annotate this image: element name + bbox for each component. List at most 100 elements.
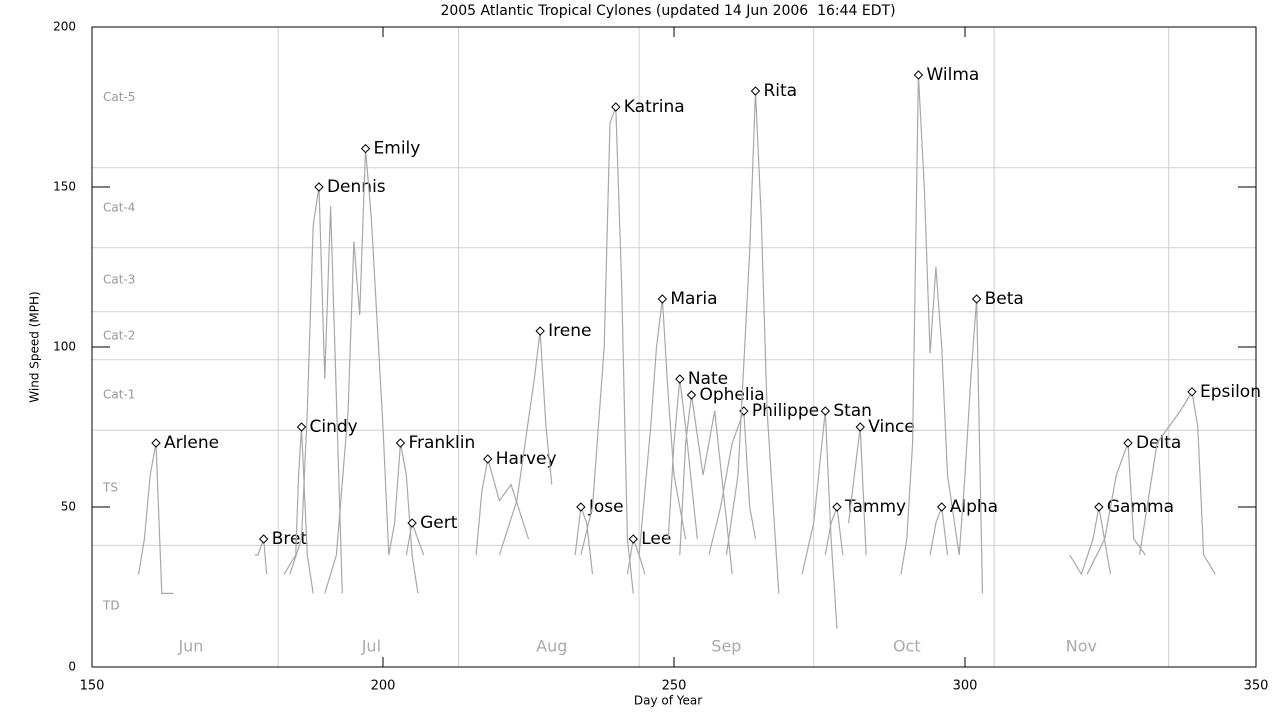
peak-marker [535, 326, 545, 336]
peak-marker [820, 406, 831, 416]
month-label: Sep [711, 637, 741, 656]
storm-label: Gert [420, 513, 458, 533]
peak-marker [686, 390, 697, 400]
storm-label: Irene [548, 321, 591, 341]
storm-label: Stan [833, 401, 872, 421]
storm-track [574, 506, 594, 575]
storm-label: Harvey [496, 449, 557, 469]
storm-label: Franklin [408, 433, 475, 453]
storm-label: Katrina [624, 97, 685, 117]
category-label: Cat-1 [103, 388, 135, 402]
x-tick-label: 150 [80, 679, 105, 694]
storm-track [1069, 506, 1112, 576]
storm-track [289, 186, 343, 594]
storm-track [1139, 390, 1216, 575]
storm-track [388, 442, 419, 594]
storm-label: Tammy [844, 497, 906, 517]
storm-label: Maria [670, 289, 717, 309]
peak-marker [750, 86, 761, 96]
storm-track [708, 410, 757, 556]
chart-title: 2005 Atlantic Tropical Cylones (updated … [440, 3, 895, 19]
category-label: Cat-3 [103, 272, 135, 286]
storm-track [283, 426, 314, 594]
x-tick-label: 350 [1244, 679, 1269, 694]
storm-label: Cindy [310, 417, 358, 437]
month-label: Aug [536, 637, 567, 656]
y-tick-label: 50 [61, 500, 76, 514]
storm-track [324, 148, 390, 594]
peak-marker [576, 502, 586, 512]
category-label: TD [102, 599, 120, 613]
month-label: Jul [361, 637, 381, 656]
storm-label: Lee [641, 529, 671, 549]
storm-label: Arlene [164, 433, 219, 453]
storm-track [679, 394, 733, 575]
peak-marker [855, 422, 865, 432]
storm-label: Alpha [950, 497, 998, 517]
category-label: TS [102, 480, 118, 494]
storm-label: Delta [1136, 433, 1181, 453]
x-tick-label: 200 [371, 679, 396, 694]
storm-track [900, 74, 960, 575]
storm-label: Vince [868, 417, 915, 437]
storm-track [848, 426, 867, 556]
peak-marker [675, 374, 685, 384]
storm-track [475, 458, 530, 556]
storm-label: Philippe [752, 401, 819, 421]
storm-label: Rita [763, 81, 797, 101]
category-label: Cat-5 [103, 90, 135, 104]
storm-label: Nate [688, 369, 728, 389]
storm-track [580, 106, 634, 594]
category-label: Cat-4 [103, 200, 135, 214]
peak-marker [314, 182, 324, 192]
storm-track [138, 442, 174, 595]
storm-track [929, 506, 949, 556]
x-tick-label: 300 [953, 679, 978, 694]
storm-label: Bret [272, 529, 308, 549]
month-label: Jun [177, 637, 203, 656]
storm-label: Jose [588, 497, 624, 517]
peak-marker [407, 518, 417, 528]
peak-marker [296, 422, 307, 432]
peak-marker [1094, 502, 1104, 512]
peak-marker [913, 70, 924, 80]
storm-label: Ophelia [699, 385, 764, 405]
peak-marker [971, 294, 982, 304]
y-tick-label: 200 [53, 20, 76, 34]
y-axis-label: Wind Speed (MPH) [28, 291, 42, 402]
storm-track [626, 536, 646, 575]
category-label: Cat-2 [103, 328, 135, 342]
y-tick-label: 100 [53, 340, 76, 354]
x-axis-label: Day of Year [634, 694, 702, 708]
peak-marker [395, 438, 406, 448]
peak-marker [611, 102, 621, 112]
storm-label: Emily [374, 139, 421, 159]
y-tick-label: 150 [53, 180, 76, 194]
storm-track [405, 520, 425, 556]
storm-track [255, 538, 268, 575]
y-tick-label: 0 [68, 660, 76, 674]
storm-track [1086, 442, 1146, 575]
peak-marker [832, 502, 842, 512]
peak-marker [483, 454, 493, 464]
peak-marker [937, 502, 947, 512]
peak-marker [628, 534, 638, 544]
storm-track [958, 298, 984, 594]
peak-marker [258, 534, 269, 544]
storm-track [498, 330, 553, 556]
storm-label: Wilma [926, 65, 979, 85]
peak-marker [360, 143, 371, 154]
storm-label: Gamma [1107, 497, 1174, 517]
peak-marker [657, 294, 668, 304]
peak-marker [1123, 438, 1133, 448]
month-label: Nov [1066, 637, 1097, 656]
storm-label: Beta [985, 289, 1024, 309]
storm-label: Epsilon [1200, 382, 1261, 402]
x-tick-label: 250 [662, 679, 687, 694]
peak-marker [151, 438, 161, 448]
peak-marker [1187, 387, 1197, 397]
storm-track [824, 506, 844, 556]
month-label: Oct [893, 637, 921, 656]
